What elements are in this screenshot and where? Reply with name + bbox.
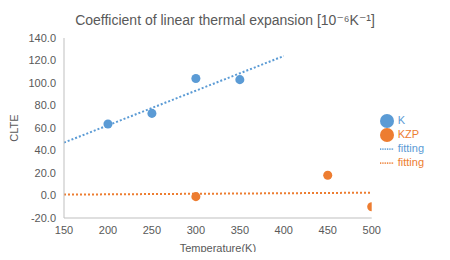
html-text:fitting: fitting bbox=[397, 142, 424, 154]
svg-text:40.0: 40.0 bbox=[35, 144, 56, 156]
html-text:fitting: fitting bbox=[397, 156, 424, 169]
svg-text:350: 350 bbox=[231, 224, 249, 236]
svg-text:-20.0: -20.0 bbox=[31, 212, 56, 224]
svg-text:80.0: 80.0 bbox=[35, 99, 56, 111]
svg-text:100.0: 100.0 bbox=[28, 77, 56, 89]
svg-text:CLTE: CLTE bbox=[8, 114, 20, 141]
svg-text:200: 200 bbox=[99, 224, 117, 236]
svg-text:140.0: 140.0 bbox=[28, 32, 56, 44]
svg-text:60.0: 60.0 bbox=[35, 122, 56, 134]
svg-text:450: 450 bbox=[319, 224, 337, 236]
html-text:KZP: KZP bbox=[397, 127, 420, 140]
svg-text:150: 150 bbox=[55, 224, 73, 236]
svg-text:120.0: 120.0 bbox=[28, 54, 56, 66]
svg-text:Temperature(K): Temperature(K) bbox=[180, 242, 256, 252]
svg-text:300: 300 bbox=[187, 224, 205, 236]
svg-text:500: 500 bbox=[363, 224, 381, 236]
svg-text:400: 400 bbox=[275, 224, 293, 236]
html-text:K: K bbox=[397, 113, 405, 126]
svg-text:20.0: 20.0 bbox=[35, 167, 56, 179]
svg-text:250: 250 bbox=[143, 224, 161, 236]
svg-text:0.0: 0.0 bbox=[41, 189, 56, 201]
html-text:Coefficient of linear thermal: Coefficient of linear thermal expansion … bbox=[75, 12, 375, 28]
